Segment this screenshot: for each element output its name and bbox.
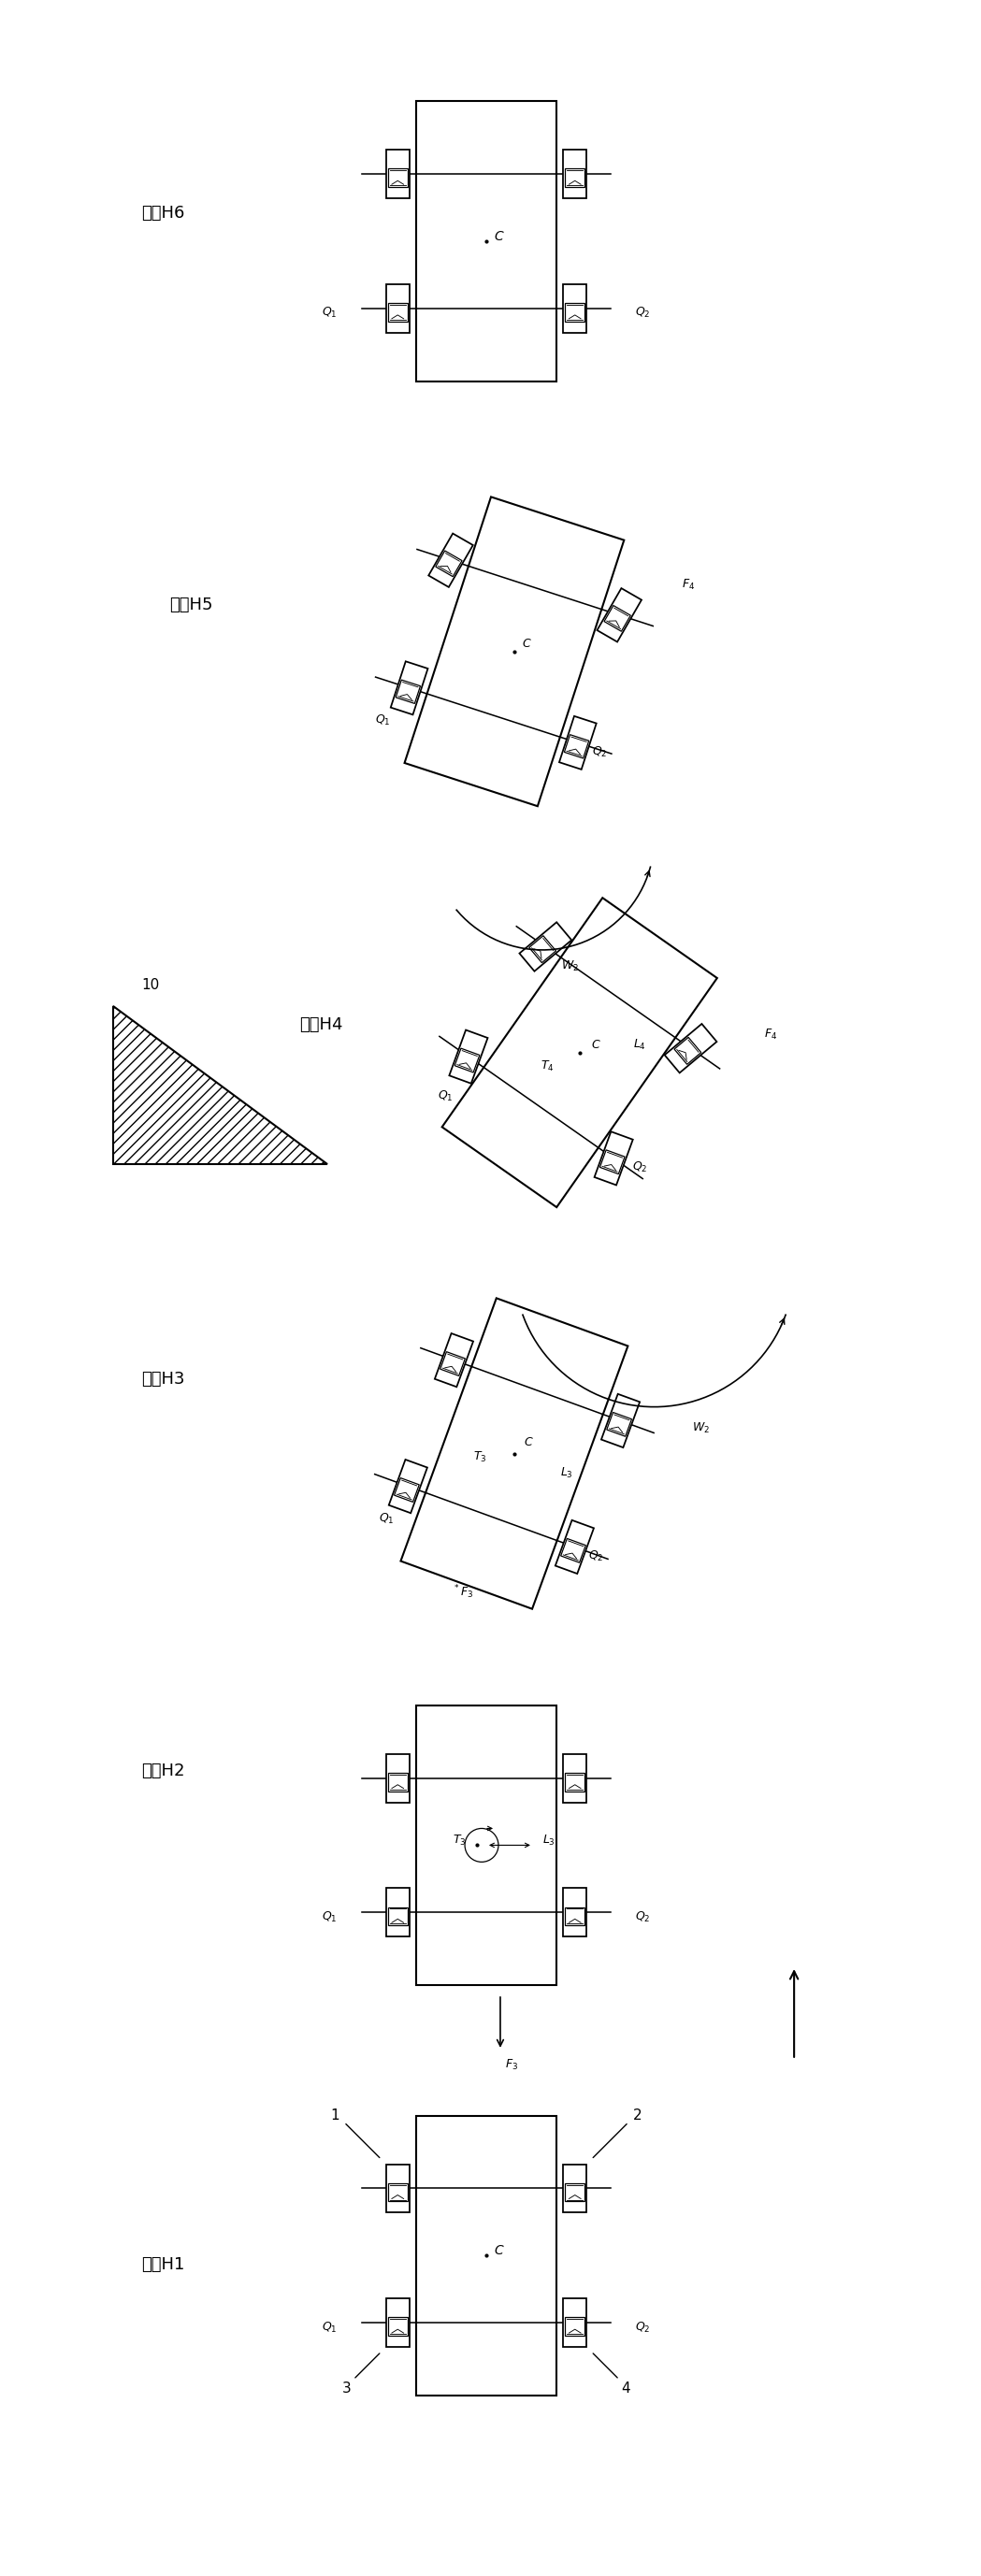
Text: $Q_1$: $Q_1$: [322, 307, 337, 319]
Polygon shape: [664, 1023, 717, 1072]
Text: 步骤H2: 步骤H2: [141, 1762, 184, 1780]
Polygon shape: [416, 2115, 556, 2396]
Polygon shape: [390, 662, 428, 714]
Polygon shape: [601, 1394, 640, 1448]
Text: $Q_1$: $Q_1$: [322, 1909, 337, 1924]
Text: 步骤H5: 步骤H5: [169, 598, 213, 613]
Polygon shape: [606, 1412, 632, 1437]
Text: $Q_2$: $Q_2$: [635, 2321, 650, 2334]
Text: 步骤H6: 步骤H6: [141, 206, 184, 222]
Polygon shape: [565, 1906, 585, 1924]
Text: 步骤H4: 步骤H4: [300, 1015, 343, 1033]
Polygon shape: [565, 2182, 585, 2202]
Polygon shape: [387, 1888, 409, 1937]
Text: 3: 3: [342, 2383, 351, 2396]
Polygon shape: [113, 1005, 328, 1164]
Polygon shape: [387, 283, 409, 332]
Text: 10: 10: [141, 979, 159, 992]
Polygon shape: [597, 587, 642, 641]
Text: $C$: $C$: [591, 1038, 601, 1051]
Polygon shape: [519, 922, 572, 971]
Text: 步骤H1: 步骤H1: [141, 2257, 184, 2272]
Polygon shape: [429, 533, 473, 587]
Text: $T_4$: $T_4$: [541, 1059, 554, 1074]
Polygon shape: [387, 1906, 408, 1924]
Polygon shape: [416, 100, 556, 381]
Polygon shape: [387, 170, 408, 188]
Polygon shape: [394, 1479, 419, 1502]
Text: $C$: $C$: [524, 1437, 534, 1448]
Text: 4: 4: [621, 2383, 630, 2396]
Polygon shape: [436, 551, 462, 577]
Polygon shape: [604, 605, 631, 631]
Text: $^*F_3$: $^*F_3$: [452, 1584, 473, 1600]
Polygon shape: [387, 149, 409, 198]
Polygon shape: [404, 497, 624, 806]
Polygon shape: [563, 149, 587, 198]
Text: $W_2$: $W_2$: [692, 1422, 709, 1435]
Polygon shape: [416, 1705, 556, 1986]
Text: $C$: $C$: [522, 639, 532, 649]
Polygon shape: [565, 1772, 585, 1790]
Polygon shape: [454, 1048, 480, 1072]
Text: $F_4$: $F_4$: [681, 577, 695, 592]
Polygon shape: [387, 1772, 408, 1790]
Polygon shape: [395, 680, 420, 703]
Polygon shape: [561, 1538, 586, 1564]
Polygon shape: [449, 1030, 488, 1084]
Polygon shape: [387, 2318, 408, 2336]
Text: $Q_1$: $Q_1$: [375, 714, 390, 726]
Polygon shape: [565, 2318, 585, 2336]
Polygon shape: [435, 1334, 473, 1386]
Text: $F_3$: $F_3$: [505, 2058, 518, 2071]
Polygon shape: [529, 935, 556, 963]
Polygon shape: [387, 2164, 409, 2213]
Text: $Q_2$: $Q_2$: [635, 307, 650, 319]
Polygon shape: [559, 716, 596, 770]
Text: 步骤H3: 步骤H3: [141, 1370, 184, 1388]
Text: $Q_2$: $Q_2$: [589, 1548, 604, 1564]
Text: $C$: $C$: [493, 2244, 504, 2257]
Text: $L_3$: $L_3$: [542, 1834, 555, 1847]
Polygon shape: [564, 734, 589, 757]
Text: $Q_2$: $Q_2$: [633, 1162, 647, 1175]
Text: $Q_2$: $Q_2$: [592, 744, 607, 760]
Polygon shape: [387, 2298, 409, 2347]
Text: $L_3$: $L_3$: [560, 1466, 573, 1481]
Polygon shape: [565, 170, 585, 188]
Text: $Q_2$: $Q_2$: [635, 1909, 650, 1924]
Text: $T_3$: $T_3$: [474, 1450, 487, 1463]
Polygon shape: [599, 1149, 625, 1175]
Text: $Q_1$: $Q_1$: [379, 1512, 394, 1525]
Polygon shape: [674, 1038, 701, 1064]
Polygon shape: [442, 899, 717, 1208]
Text: $W_2$: $W_2$: [561, 958, 579, 974]
Text: $C$: $C$: [493, 229, 504, 242]
Text: 1: 1: [331, 2110, 339, 2123]
Text: $T_3$: $T_3$: [452, 1834, 466, 1847]
Polygon shape: [387, 1754, 409, 1803]
Polygon shape: [387, 304, 408, 322]
Text: $Q_1$: $Q_1$: [322, 2321, 337, 2334]
Polygon shape: [387, 2182, 408, 2202]
Polygon shape: [563, 1754, 587, 1803]
Text: 2: 2: [634, 2110, 643, 2123]
Polygon shape: [440, 1352, 465, 1376]
Polygon shape: [563, 2298, 587, 2347]
Polygon shape: [563, 2164, 587, 2213]
Polygon shape: [594, 1131, 633, 1185]
Polygon shape: [555, 1520, 594, 1574]
Polygon shape: [388, 1461, 428, 1512]
Polygon shape: [400, 1298, 628, 1610]
Polygon shape: [563, 283, 587, 332]
Polygon shape: [565, 304, 585, 322]
Text: $L_4$: $L_4$: [633, 1038, 645, 1051]
Text: $F_4$: $F_4$: [764, 1028, 777, 1041]
Polygon shape: [563, 1888, 587, 1937]
Text: $Q_1$: $Q_1$: [438, 1090, 453, 1103]
